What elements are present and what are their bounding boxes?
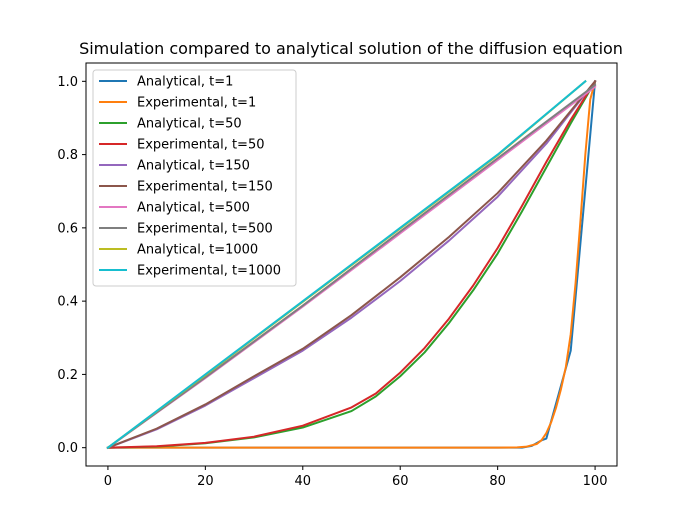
- series-line-6: [106, 79, 597, 449]
- legend-label: Analytical, t=500: [137, 201, 250, 216]
- legend-label: Analytical, t=1000: [137, 243, 258, 258]
- series-lines: [106, 79, 597, 450]
- x-tick-label: 40: [295, 474, 312, 489]
- legend-label: Analytical, t=1: [137, 75, 233, 90]
- legend-label: Analytical, t=50: [137, 117, 242, 132]
- x-tick-label: 0: [104, 474, 112, 489]
- y-tick-label: 0.8: [57, 148, 78, 163]
- series-line-2: [106, 80, 597, 449]
- series-line-10: [106, 79, 587, 450]
- y-tick-label: 0.6: [57, 221, 78, 236]
- y-axis: 0.0 0.2 0.4 0.6 0.8 1.0: [57, 75, 86, 456]
- legend-label: Experimental, t=50: [137, 138, 265, 153]
- legend-label: Experimental, t=500: [137, 222, 273, 237]
- x-tick-label: 100: [583, 474, 608, 489]
- y-tick-label: 0.4: [57, 295, 78, 310]
- legend-label: Analytical, t=150: [137, 159, 250, 174]
- series-line-4: [106, 79, 597, 449]
- plot-frame: [85, 62, 618, 467]
- y-tick-label: 0.0: [57, 441, 78, 456]
- legend-label: Experimental, t=1000: [137, 264, 281, 279]
- x-axis: 0 20 40 60 80 100: [104, 466, 608, 489]
- x-tick-label: 80: [489, 474, 506, 489]
- legend-label: Experimental, t=150: [137, 180, 273, 195]
- legend-box: [92, 69, 297, 287]
- legend: Analytical, t=1 Experimental, t=1 Analytic…: [92, 69, 297, 287]
- series-line-8: [106, 83, 597, 450]
- y-tick-label: 1.0: [57, 75, 78, 90]
- chart-title: Simulation compared to analytical soluti…: [79, 39, 623, 58]
- x-tick-label: 60: [392, 474, 409, 489]
- y-tick-label: 0.2: [57, 368, 78, 383]
- x-tick-label: 20: [197, 474, 214, 489]
- legend-label: Experimental, t=1: [137, 96, 256, 111]
